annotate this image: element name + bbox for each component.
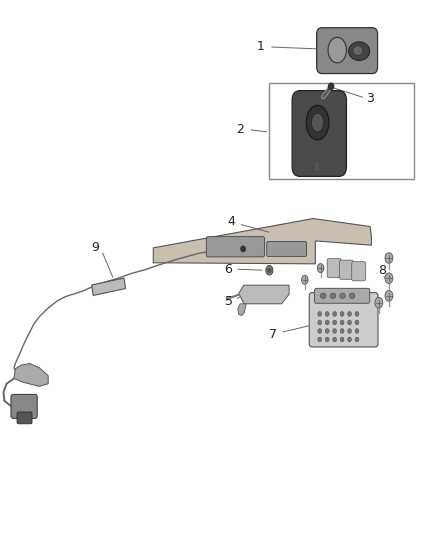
Ellipse shape (375, 297, 383, 308)
Ellipse shape (325, 328, 329, 334)
Ellipse shape (340, 320, 344, 325)
Text: 6: 6 (224, 263, 232, 276)
Polygon shape (14, 364, 48, 386)
FancyBboxPatch shape (292, 91, 346, 176)
Ellipse shape (340, 293, 346, 298)
Ellipse shape (266, 265, 273, 275)
Text: 5: 5 (225, 295, 233, 308)
Text: 2: 2 (236, 123, 244, 136)
Ellipse shape (318, 311, 321, 317)
Ellipse shape (355, 320, 359, 325)
FancyBboxPatch shape (17, 412, 32, 424)
Ellipse shape (340, 337, 344, 342)
Ellipse shape (311, 114, 324, 132)
Ellipse shape (355, 337, 359, 342)
Ellipse shape (330, 293, 336, 298)
FancyBboxPatch shape (327, 259, 341, 278)
Polygon shape (239, 285, 289, 304)
FancyBboxPatch shape (309, 293, 378, 347)
Ellipse shape (333, 328, 336, 334)
Circle shape (241, 246, 245, 252)
Ellipse shape (318, 337, 321, 342)
Ellipse shape (325, 337, 329, 342)
Circle shape (268, 268, 271, 272)
Polygon shape (238, 304, 246, 316)
Polygon shape (92, 278, 126, 295)
Polygon shape (153, 219, 371, 264)
Ellipse shape (333, 311, 336, 317)
FancyBboxPatch shape (314, 288, 370, 303)
Ellipse shape (301, 276, 308, 285)
Text: 1: 1 (256, 41, 264, 53)
Ellipse shape (328, 37, 346, 63)
Text: 3: 3 (366, 92, 374, 104)
Ellipse shape (355, 311, 359, 317)
Ellipse shape (306, 106, 329, 140)
Ellipse shape (325, 311, 329, 317)
Ellipse shape (333, 320, 336, 325)
Ellipse shape (318, 328, 321, 334)
Ellipse shape (348, 311, 351, 317)
FancyBboxPatch shape (339, 260, 353, 279)
Bar (269, 83, 414, 179)
Text: 8: 8 (378, 264, 386, 277)
Ellipse shape (318, 320, 321, 325)
Ellipse shape (349, 42, 370, 60)
Text: 7: 7 (269, 328, 277, 341)
Circle shape (328, 83, 334, 90)
Ellipse shape (353, 46, 363, 55)
Ellipse shape (340, 311, 344, 317)
Ellipse shape (325, 320, 329, 325)
FancyBboxPatch shape (11, 394, 37, 418)
Ellipse shape (355, 328, 359, 334)
FancyBboxPatch shape (206, 237, 265, 257)
FancyBboxPatch shape (352, 262, 366, 281)
Ellipse shape (317, 263, 324, 273)
Ellipse shape (350, 293, 355, 298)
Text: 9: 9 (92, 241, 99, 254)
FancyBboxPatch shape (267, 241, 307, 256)
Ellipse shape (348, 320, 351, 325)
Ellipse shape (385, 253, 393, 263)
Ellipse shape (320, 293, 326, 298)
Ellipse shape (385, 273, 393, 284)
Text: 4: 4 (227, 215, 235, 228)
Ellipse shape (348, 328, 351, 334)
Ellipse shape (385, 290, 393, 301)
Ellipse shape (340, 328, 344, 334)
Ellipse shape (348, 337, 351, 342)
FancyBboxPatch shape (317, 28, 378, 74)
Ellipse shape (333, 337, 336, 342)
